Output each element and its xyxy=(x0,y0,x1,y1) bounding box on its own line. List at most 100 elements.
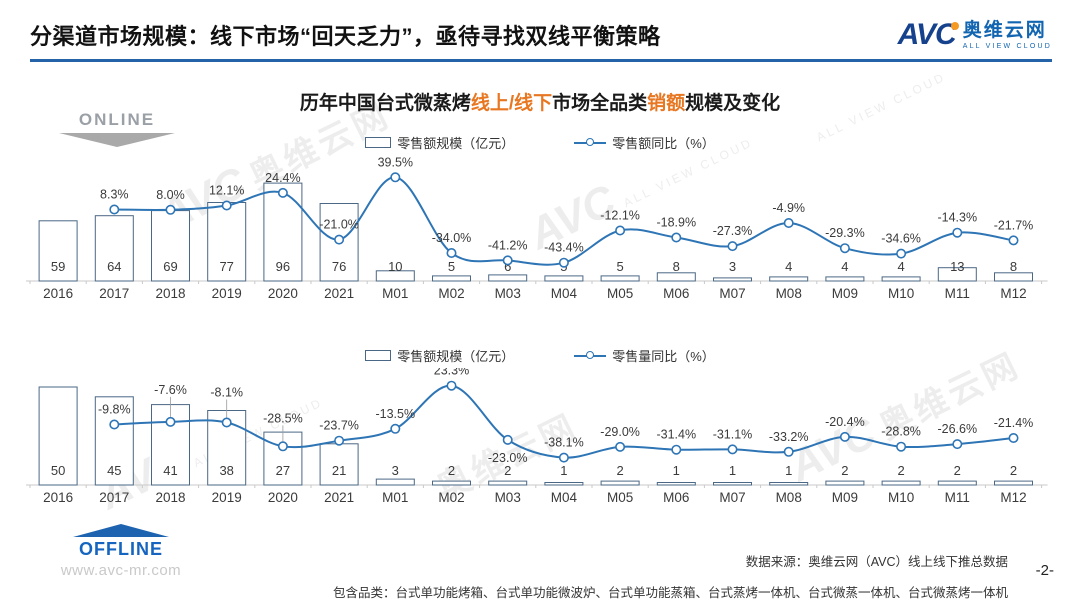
category-label: M09 xyxy=(832,490,858,505)
bar xyxy=(38,386,78,486)
online-triangle-icon xyxy=(59,133,175,147)
bar-value-label: 64 xyxy=(107,259,121,274)
bar xyxy=(151,210,190,282)
bar-value-label: 4 xyxy=(785,259,792,274)
pct-label: -21.0% xyxy=(319,218,359,232)
pct-label: -26.6% xyxy=(937,422,977,436)
category-label: M02 xyxy=(438,490,464,505)
bar-value-label: 96 xyxy=(276,259,290,274)
chart-title-part2: 市场全品类 xyxy=(552,93,648,114)
page-title: 分渠道市场规模：线下市场“回天乏力”，亟待寻找双线平衡策略 xyxy=(30,24,661,49)
line-marker xyxy=(783,446,794,457)
bar xyxy=(881,480,921,486)
bar-value-label: 1 xyxy=(673,463,680,478)
bar-value-label: 2 xyxy=(841,463,848,478)
category-label: M11 xyxy=(945,286,970,301)
pct-label: -28.8% xyxy=(881,425,921,439)
pct-label: -31.1% xyxy=(713,427,753,441)
legend-item-bar: 零售额规模（亿元） xyxy=(365,133,514,152)
line-marker xyxy=(390,172,401,183)
pct-label: -14.3% xyxy=(937,211,977,225)
line-marker xyxy=(727,444,738,455)
chart-title-part1: 历年中国台式微蒸烤 xyxy=(299,93,471,114)
offline-chart: 2016 2017 2018 2019 2020 2021 M01 M02 M03 M04 M05 M… xyxy=(26,368,1048,505)
category-label: M06 xyxy=(663,286,689,301)
line-marker xyxy=(1008,235,1019,246)
bar-value-label: 8 xyxy=(673,259,680,274)
bar-value-label: 69 xyxy=(163,259,177,274)
bar-value-label: 41 xyxy=(163,463,177,478)
included-categories-note: 包含品类：台式单功能烤箱、台式单功能微波炉、台式单功能蒸箱、台式蒸烤一体机、台式… xyxy=(332,586,1008,600)
line-marker xyxy=(839,243,850,254)
bar-value-label: 2 xyxy=(504,463,511,478)
pct-label: -8.1% xyxy=(210,386,243,400)
data-source-note: 数据来源：奥维云网（AVC）线上线下推总数据 xyxy=(745,555,1008,569)
bar xyxy=(94,215,134,282)
category-label: 2016 xyxy=(43,286,73,301)
pct-label: 8.3% xyxy=(100,188,129,202)
bar xyxy=(937,267,977,282)
category-label: M01 xyxy=(382,490,408,505)
bar-value-label: 27 xyxy=(276,463,290,478)
pct-label: -7.6% xyxy=(154,383,187,397)
line-marker xyxy=(1008,433,1019,444)
online-chart: 2016 2017 2018 2019 2020 2021 M01 M02 M03 M04 M05 M… xyxy=(26,155,1048,301)
pct-label: 23.3% xyxy=(434,368,469,378)
bar xyxy=(825,480,865,486)
legend-label-line: 零售量同比（%） xyxy=(612,349,715,364)
line-marker xyxy=(615,441,626,452)
category-label: M03 xyxy=(495,286,521,301)
offline-badge: OFFLINE www.avc-mr.com xyxy=(46,524,196,579)
bar xyxy=(769,482,809,486)
bar xyxy=(713,482,752,486)
online-legend: 零售额规模（亿元） 零售额同比（%） xyxy=(0,133,1080,152)
chart-title-highlight-sales: 销额 xyxy=(647,93,686,114)
pct-label: -13.5% xyxy=(375,407,415,421)
legend-item-line: 零售量同比（%） xyxy=(574,346,715,365)
bar xyxy=(937,480,977,486)
legend-label-line: 零售额同比（%） xyxy=(612,136,715,151)
category-label: M09 xyxy=(832,286,858,301)
bar xyxy=(600,275,640,282)
line-swatch-icon xyxy=(574,137,607,146)
pct-label: -34.6% xyxy=(881,232,921,246)
pct-label: -43.4% xyxy=(544,241,584,255)
bar-value-label: 50 xyxy=(51,463,65,478)
bar-value-label: 1 xyxy=(729,463,736,478)
bar xyxy=(600,480,640,486)
category-label: 2016 xyxy=(43,490,73,505)
bar-swatch-icon xyxy=(365,350,392,361)
avc-logo-letters: AVC xyxy=(898,20,959,50)
bar-value-label: 1 xyxy=(785,463,792,478)
line-marker xyxy=(334,234,345,245)
bar xyxy=(432,275,471,282)
header-divider xyxy=(30,59,1052,62)
line-marker xyxy=(558,452,569,463)
line-marker xyxy=(277,187,288,198)
line-marker xyxy=(165,416,176,427)
bar xyxy=(319,443,359,486)
online-badge-label: ONLINE xyxy=(78,110,156,129)
pct-label: -27.3% xyxy=(713,224,753,238)
pct-label: -38.1% xyxy=(544,436,584,450)
line-marker xyxy=(277,441,288,452)
bar-value-label: 59 xyxy=(51,259,65,274)
bar-value-label: 77 xyxy=(219,259,233,274)
website-url: www.avc-mr.com xyxy=(60,562,182,579)
pct-label: -31.4% xyxy=(656,428,696,442)
bar-value-label: 76 xyxy=(332,259,346,274)
legend-item-line: 零售额同比（%） xyxy=(574,133,715,152)
bar xyxy=(994,272,1033,282)
pct-label: 8.0% xyxy=(156,188,185,202)
legend-label-bar: 零售额规模（亿元） xyxy=(397,349,515,364)
category-label: M02 xyxy=(438,286,464,301)
pct-label: -23.0% xyxy=(488,451,528,465)
bar xyxy=(488,274,528,282)
bar xyxy=(994,480,1033,486)
line-marker xyxy=(502,434,513,445)
pct-label: -12.1% xyxy=(600,209,640,223)
legend-item-bar: 零售额规模（亿元） xyxy=(365,346,514,365)
pct-label: -23.7% xyxy=(319,419,359,433)
bar xyxy=(544,275,584,282)
